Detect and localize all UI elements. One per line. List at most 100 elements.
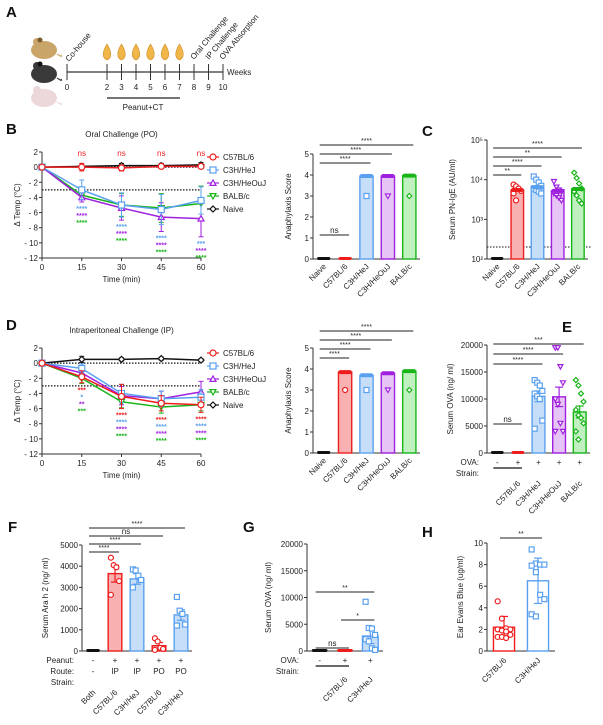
strain-row-label: Strain: — [456, 469, 479, 478]
legend-item: BALB/c — [207, 192, 250, 201]
data-point — [573, 192, 580, 199]
data-point — [107, 554, 115, 561]
y-tick-label: 0 — [34, 359, 39, 368]
bar-group — [530, 173, 545, 260]
chart-title: Oral Challenge (PO) — [85, 130, 158, 139]
y-axis-label: Δ Temp (°C) — [13, 379, 22, 423]
x-axis-label: Time (min) — [103, 471, 141, 480]
series-c57bl-6 — [38, 162, 205, 172]
data-point — [196, 214, 206, 222]
y-tick-label: 0 — [305, 255, 310, 264]
data-point — [578, 200, 586, 207]
y-tick-label: 1 — [305, 428, 310, 437]
bar — [401, 174, 417, 260]
y-tick-label: 0 — [74, 647, 79, 656]
category-label: C3H/HeJ — [345, 675, 374, 704]
data-point — [531, 425, 538, 432]
bar-group — [510, 181, 525, 260]
y-tick-label: 10000 — [461, 395, 484, 404]
week-tick-label: 2 — [105, 83, 110, 92]
data-point — [494, 598, 501, 605]
significance-label: ** — [342, 585, 348, 592]
data-point — [537, 591, 544, 598]
y-tick-label: - 4 — [29, 193, 39, 202]
row-label: Route: — [50, 667, 74, 676]
data-point — [384, 193, 392, 200]
significance-label: **** — [512, 159, 523, 166]
y-tick-label: 5 — [305, 344, 310, 353]
bar-top-points — [359, 373, 374, 378]
data-point — [154, 638, 161, 645]
data-point — [572, 428, 580, 435]
data-point — [539, 387, 546, 394]
data-point — [132, 567, 139, 574]
data-point — [179, 610, 186, 618]
data-point — [580, 398, 587, 406]
bar-group — [151, 635, 167, 654]
significance-stars: **** — [196, 248, 207, 255]
x-tick-label: 45 — [157, 459, 166, 468]
data-point — [541, 561, 548, 568]
significance-stars: **** — [116, 231, 127, 238]
event-label-cohouse: Co-house — [64, 31, 94, 64]
significance-label: ** — [504, 168, 510, 175]
y-tick-label: 0 — [299, 647, 304, 656]
legend-marker — [209, 349, 217, 357]
data-point — [580, 419, 587, 427]
row-value: - — [92, 667, 95, 676]
row-value: + — [179, 656, 184, 665]
peanut-drop-icon — [102, 43, 112, 61]
y-tick-label: - 10 — [24, 435, 38, 444]
data-point — [197, 162, 205, 170]
data-point — [405, 192, 413, 200]
y-tick-label: 10 — [474, 539, 483, 548]
significance-stars: **** — [116, 238, 127, 245]
ns-annotation: ns — [117, 149, 125, 158]
data-point — [151, 646, 159, 654]
data-point — [113, 564, 120, 571]
data-point — [362, 598, 369, 605]
significance-stars: **** — [76, 206, 87, 213]
ns-annotation: ns — [78, 149, 86, 158]
data-point — [552, 184, 560, 191]
legend-item: C3H/HeOuJ — [207, 178, 266, 188]
y-tick-label: - 8 — [29, 420, 39, 429]
bar-group — [511, 451, 525, 454]
legend-marker — [208, 193, 218, 201]
bar-group — [173, 593, 189, 652]
data-point — [554, 401, 562, 409]
bar-top-points — [511, 187, 524, 192]
y-axis-label: Serum Ara h 2 (ng/ ml) — [41, 557, 50, 638]
y-tick-label: 4 — [305, 171, 310, 180]
y-axis-label: Anaphylaxis Score — [284, 367, 293, 434]
bar — [107, 572, 123, 652]
y-tick-label: 2 — [479, 625, 484, 634]
data-point — [551, 428, 559, 436]
bar-group — [526, 546, 550, 652]
panel-letter: B — [6, 121, 17, 138]
row-value: - — [318, 656, 321, 665]
bar-group — [380, 174, 396, 260]
significance-label: **** — [361, 324, 372, 331]
significance-label: **** — [350, 147, 361, 154]
data-point — [159, 645, 167, 652]
significance-label: **** — [512, 357, 523, 364]
y-tick-label: 5000 — [60, 541, 78, 550]
bar-group — [570, 169, 586, 260]
y-tick-label: - 10 — [24, 239, 38, 248]
row-value: + — [577, 458, 582, 467]
panel-a: A 0 2 3 4 5 6 7 8 9 10 Weeks Peanut+CT Co-house O… — [6, 4, 260, 112]
significance-label: **** — [361, 138, 372, 145]
data-point — [507, 631, 514, 638]
legend-marker — [209, 401, 217, 409]
row-value: IP — [111, 667, 119, 676]
bar — [380, 372, 396, 454]
week-tick-label: 6 — [163, 83, 168, 92]
peanut-ct-label: Peanut+CT — [123, 103, 164, 112]
y-tick-label: - 6 — [29, 209, 39, 218]
bar-group — [490, 451, 504, 454]
data-point — [503, 628, 510, 635]
bar-group — [338, 257, 352, 260]
panel-letter: H — [422, 524, 433, 541]
